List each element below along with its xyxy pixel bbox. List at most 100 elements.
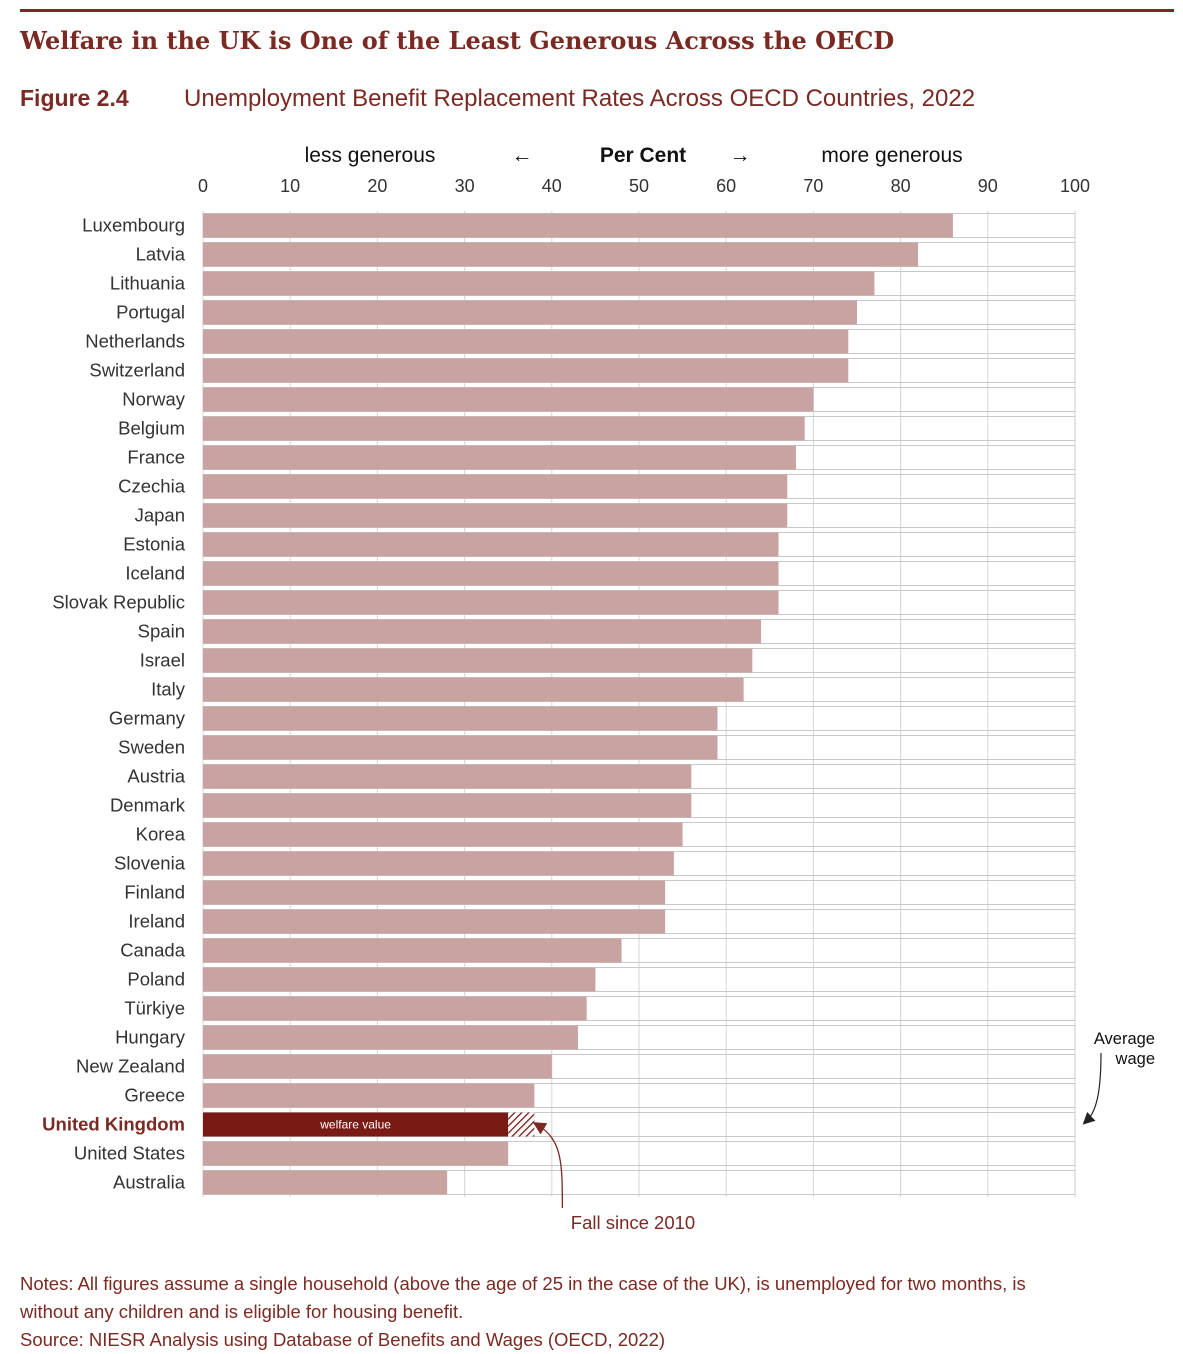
- category-label: Austria: [127, 766, 185, 787]
- category-label: Norway: [122, 389, 185, 410]
- bar: [203, 1025, 578, 1050]
- category-label: Latvia: [136, 244, 186, 265]
- category-label: Portugal: [116, 302, 185, 323]
- bar: [203, 1054, 552, 1079]
- bar: [203, 358, 849, 383]
- bar: [203, 1112, 509, 1137]
- notes-line-1: Notes: All figures assume a single house…: [20, 1273, 1026, 1294]
- bar: [203, 1170, 448, 1195]
- average-wage-label: Average: [1094, 1030, 1155, 1048]
- bar: [203, 822, 683, 847]
- category-label: Netherlands: [85, 331, 185, 352]
- category-label: Czechia: [118, 476, 186, 497]
- top-rule: [20, 9, 1174, 12]
- category-label: France: [127, 447, 185, 468]
- category-label: Finland: [124, 882, 185, 903]
- notes-line-2: without any children and is eligible for…: [20, 1301, 464, 1322]
- tick-label: 30: [455, 176, 475, 196]
- category-label: Greece: [124, 1085, 185, 1106]
- axis-header-text: more generous: [821, 144, 962, 167]
- highlight-bar-label: welfare value: [319, 1118, 391, 1132]
- category-label: Estonia: [123, 534, 185, 555]
- fall-arrow: [532, 1122, 564, 1209]
- bar: [203, 619, 762, 644]
- tick-label: 20: [367, 176, 387, 196]
- bar: [203, 851, 674, 876]
- category-label: Spain: [138, 621, 185, 642]
- bar: [203, 677, 744, 702]
- axis-header-text: less generous: [305, 144, 436, 167]
- bar: [203, 242, 919, 267]
- fall-since-2010-hatch: [508, 1112, 535, 1137]
- notes: Notes: All figures assume a single house…: [20, 1270, 1160, 1354]
- category-label: Canada: [120, 940, 186, 961]
- bar: [203, 300, 857, 325]
- bar: [203, 996, 587, 1021]
- bar: [203, 329, 849, 354]
- tick-label: 100: [1060, 176, 1090, 196]
- tick-label: 90: [978, 176, 998, 196]
- tick-label: 40: [542, 176, 562, 196]
- bar: [203, 532, 779, 557]
- category-label: Türkiye: [124, 998, 185, 1019]
- figure-title: Unemployment Benefit Replacement Rates A…: [184, 85, 976, 112]
- category-label: Japan: [135, 505, 185, 526]
- bar: [203, 271, 875, 296]
- bar: [203, 1083, 535, 1108]
- bar: [203, 967, 596, 992]
- headline: Welfare in the UK is One of the Least Ge…: [20, 26, 895, 55]
- bar: [203, 1141, 509, 1166]
- source-line: Source: NIESR Analysis using Database of…: [20, 1329, 666, 1350]
- category-label: Germany: [109, 708, 186, 729]
- figure-label: Figure 2.4: [20, 85, 129, 111]
- category-label: Sweden: [118, 737, 185, 758]
- average-wage-arrow: [1082, 1052, 1102, 1125]
- category-label: Korea: [136, 824, 186, 845]
- category-label: Israel: [140, 650, 185, 671]
- category-label: United Kingdom: [42, 1114, 185, 1135]
- category-label: Poland: [127, 969, 185, 990]
- bar: [203, 880, 666, 905]
- category-label: United States: [74, 1143, 185, 1164]
- category-label: Slovak Republic: [52, 592, 185, 613]
- tick-label: 60: [716, 176, 736, 196]
- tick-label: 70: [803, 176, 823, 196]
- bar: [203, 764, 692, 789]
- category-label: Belgium: [118, 418, 185, 439]
- axis-header-text: →: [730, 144, 751, 167]
- category-label: Italy: [151, 679, 186, 700]
- bar: [203, 561, 779, 586]
- bar: [203, 445, 796, 470]
- category-label: Hungary: [115, 1027, 186, 1048]
- bar: [203, 590, 779, 615]
- bar: [203, 387, 814, 412]
- average-wage-label: wage: [1115, 1050, 1155, 1068]
- bar: [203, 735, 718, 760]
- category-label: Iceland: [125, 563, 185, 584]
- category-label: Denmark: [110, 795, 186, 816]
- category-label: Luxembourg: [82, 215, 185, 236]
- bar: [203, 909, 666, 934]
- axis-header-text: Per Cent: [600, 144, 686, 167]
- category-label: New Zealand: [76, 1056, 185, 1077]
- bar: [203, 213, 953, 238]
- axis-header-text: ←: [512, 144, 533, 167]
- bar: [203, 938, 622, 963]
- category-label: Switzerland: [89, 360, 185, 381]
- tick-label: 80: [891, 176, 911, 196]
- bar: [203, 474, 788, 499]
- bar: [203, 706, 718, 731]
- tick-label: 50: [629, 176, 649, 196]
- tick-label: 10: [280, 176, 300, 196]
- category-label: Australia: [113, 1172, 186, 1193]
- category-label: Slovenia: [114, 853, 186, 874]
- fall-since-2010-label: Fall since 2010: [571, 1212, 695, 1233]
- bar-chart: Luxembourg Latvia Lithuania Portugal Netherl…: [42, 144, 1155, 1233]
- bar: [203, 793, 692, 818]
- tick-label: 0: [198, 176, 208, 196]
- category-label: Ireland: [128, 911, 185, 932]
- bar: [203, 416, 805, 441]
- bar: [203, 648, 753, 673]
- category-label: Lithuania: [110, 273, 186, 294]
- bar: [203, 503, 788, 528]
